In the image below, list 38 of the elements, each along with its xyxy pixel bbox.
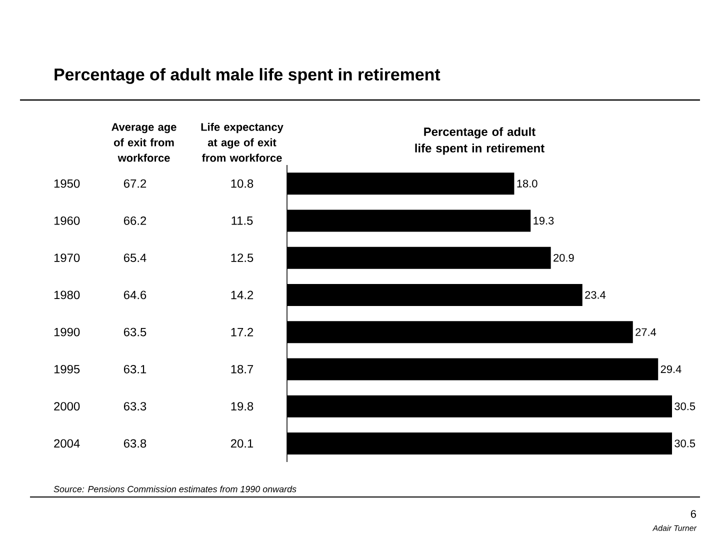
y-tick-label: 1970: [54, 254, 80, 262]
text: 10.8: [231, 179, 254, 188]
text: 18.7: [231, 364, 254, 374]
text: 20.1: [230, 439, 254, 448]
text: Life expectancy at age of exit from workforce: [201, 122, 284, 162]
data-label: 18.0: [517, 180, 538, 188]
text: 63.8: [124, 439, 146, 448]
y-tick-label: 1950: [54, 179, 80, 188]
text: 67.2: [124, 179, 146, 188]
text: 63.3: [124, 402, 146, 411]
y-tick-label: 2004: [54, 439, 80, 448]
text: 19.8: [231, 402, 254, 411]
y-tick-label: 1995: [54, 364, 80, 374]
text: 14.2: [231, 290, 254, 300]
y-tick-label: 2000: [54, 402, 80, 411]
text: 66.2: [124, 216, 146, 225]
text: Average age of exit from workforce: [112, 123, 176, 162]
data-label: 19.3: [534, 216, 554, 225]
text: 64.6: [124, 290, 146, 300]
text: 11.5: [232, 216, 253, 225]
data-label: 30.5: [674, 402, 696, 410]
text: 65.4: [124, 254, 146, 262]
source-note: Source: Pensions Commission estimates from 1990 onwards: [54, 486, 296, 492]
text: 12.5: [231, 254, 254, 262]
y-tick-label: 1980: [54, 290, 80, 300]
data-label: 23.4: [585, 291, 606, 299]
data-label: 30.5: [674, 440, 696, 448]
data-label: 29.4: [660, 365, 682, 374]
text: 17.2: [231, 328, 254, 336]
text: 6: [690, 510, 696, 518]
y-tick-label: 1960: [54, 216, 80, 225]
data-label: 27.4: [636, 328, 656, 336]
data-label: 20.9: [554, 254, 574, 262]
chart-title: Percentage of adult male life spent in retirement: [54, 68, 440, 84]
text: 63.5: [124, 328, 146, 336]
x-axis-title: Percentage of adult life spent in retirement: [415, 127, 544, 155]
text: 63.1: [124, 364, 146, 374]
y-tick-label: 1990: [54, 328, 80, 336]
